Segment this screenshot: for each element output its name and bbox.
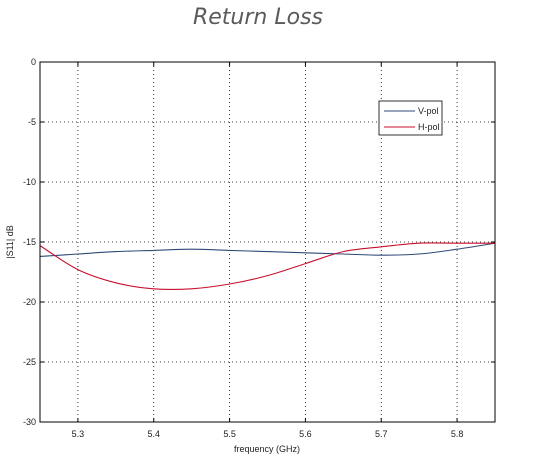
x-tick-label: 5.7: [375, 429, 388, 439]
x-tick-label: 5.8: [451, 429, 464, 439]
y-axis-label: |S11| dB: [5, 225, 15, 259]
x-axis-label: frequency (GHz): [234, 444, 300, 454]
legend: V-pol H-pol: [378, 100, 443, 136]
y-tick-label: -5: [28, 117, 36, 127]
x-tick-label: 5.6: [299, 429, 312, 439]
axis-ticks: [40, 61, 495, 423]
y-tick-label: -30: [23, 417, 36, 427]
y-tick-label: 0: [31, 57, 36, 67]
x-tick-label: 5.5: [223, 429, 236, 439]
x-tick-label: 5.3: [72, 429, 85, 439]
data-series: [39, 242, 496, 291]
legend-items: V-pol H-pol: [384, 106, 440, 132]
legend-label-h-pol: H-pol: [418, 122, 440, 132]
grid-lines: [40, 62, 495, 422]
y-tick-label: -10: [23, 177, 36, 187]
legend-label-v-pol: V-pol: [418, 106, 439, 116]
legend-box: [378, 100, 443, 136]
chart-title: Return Loss: [193, 5, 323, 30]
x-tick-label: 5.4: [147, 429, 160, 439]
x-tick-labels: 5.3 5.4 5.5 5.6 5.7 5.8: [72, 429, 464, 439]
y-tick-label: -20: [23, 297, 36, 307]
series-line-v-pol: [39, 242, 496, 257]
y-tick-label: -25: [23, 357, 36, 367]
y-tick-labels: 0 -5 -10 -15 -20 -25 -30: [23, 57, 36, 427]
y-tick-label: -15: [23, 237, 36, 247]
series-line-h-pol: [39, 242, 495, 291]
